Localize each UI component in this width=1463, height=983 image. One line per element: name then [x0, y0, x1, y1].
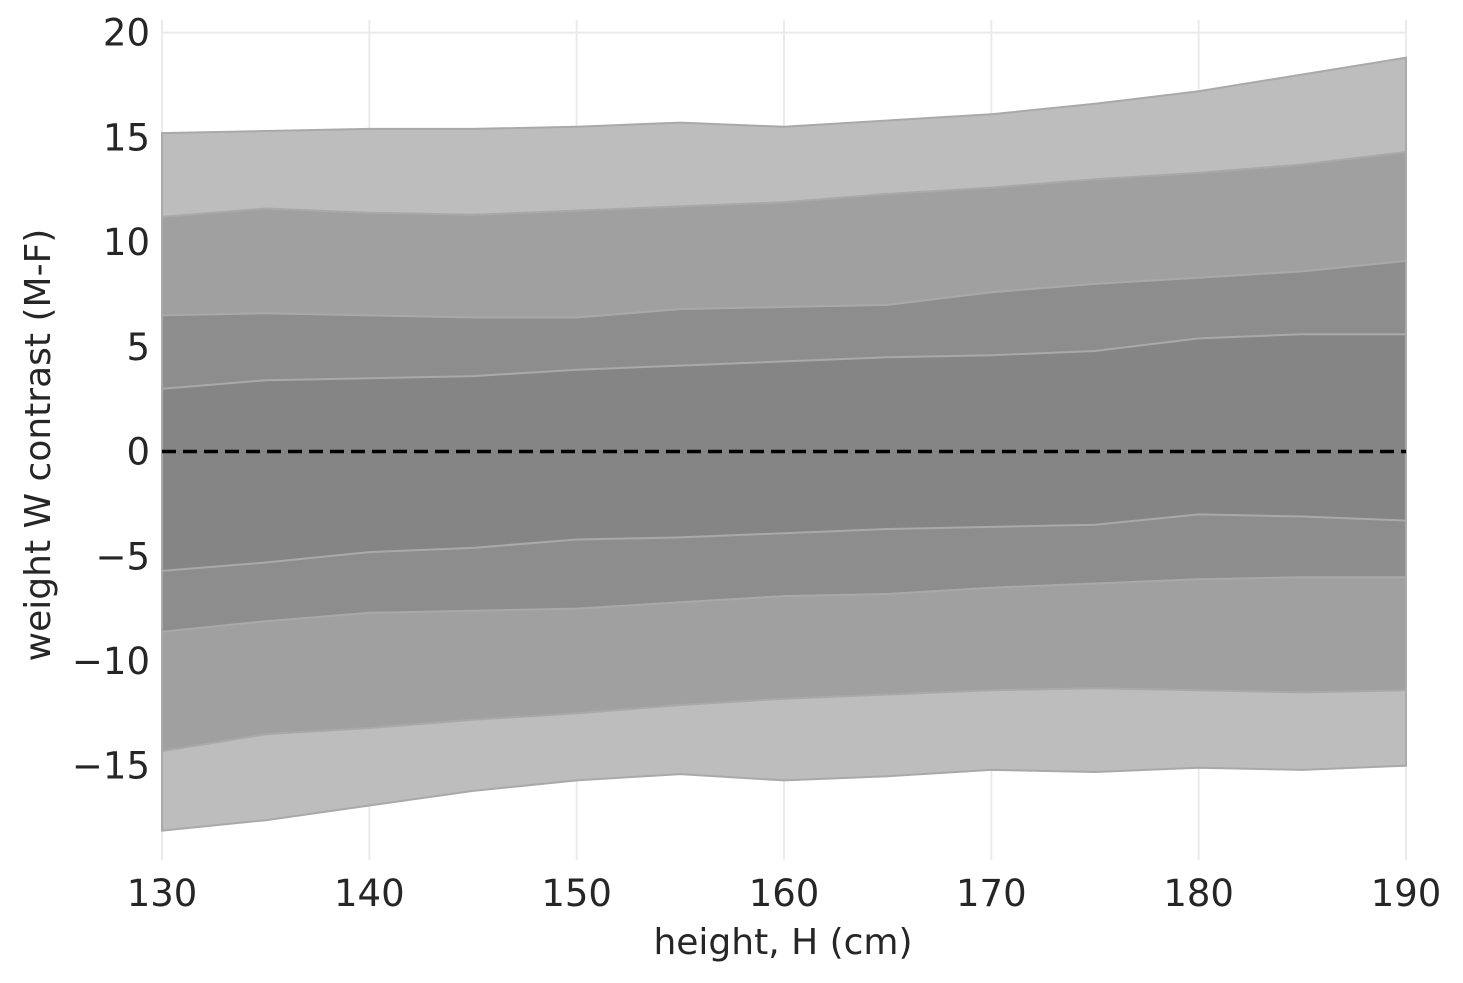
- y-tick-label-2: −5: [95, 535, 150, 578]
- x-tick-label-5: 180: [1163, 872, 1234, 915]
- y-tick-label-0: −15: [72, 745, 150, 788]
- x-tick-label-0: 130: [127, 872, 198, 915]
- y-tick-label-5: 10: [103, 221, 150, 264]
- y-tick-label-4: 5: [126, 326, 150, 369]
- y-tick-label-6: 15: [103, 116, 150, 159]
- y-axis-label: weight W contrast (M-F): [18, 229, 59, 662]
- bands: [161, 56, 1407, 832]
- x-axis-label: height, H (cm): [653, 922, 912, 963]
- x-tick-label-2: 150: [541, 872, 612, 915]
- x-tick-label-4: 170: [956, 872, 1027, 915]
- y-tick-label-3: 0: [126, 431, 150, 474]
- y-tick-label-7: 20: [103, 12, 150, 55]
- x-tick-labels: 130 140 150 160 170 180 190: [127, 872, 1442, 915]
- x-tick-label-3: 160: [749, 872, 820, 915]
- x-tick-label-1: 140: [334, 872, 405, 915]
- y-tick-labels: −15 −10 −5 0 5 10 15 20: [72, 12, 150, 788]
- y-tick-label-1: −10: [72, 640, 150, 683]
- x-tick-label-6: 190: [1371, 872, 1442, 915]
